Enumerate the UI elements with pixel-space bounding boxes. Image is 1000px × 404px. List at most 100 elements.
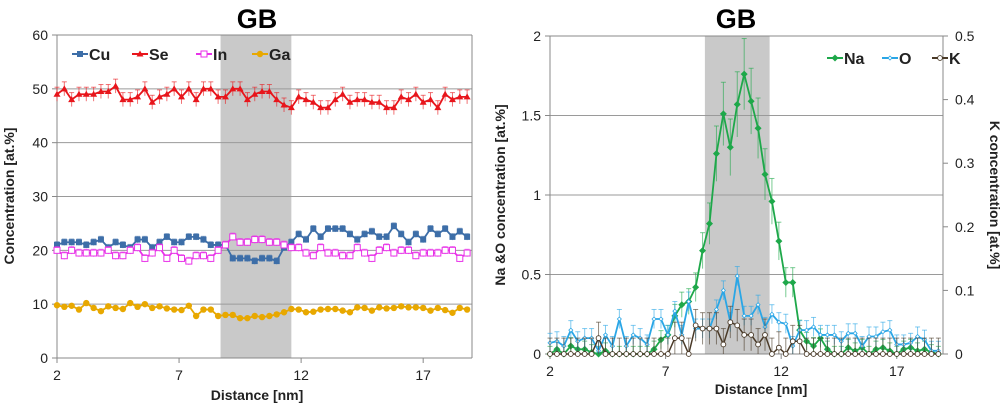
data-point — [554, 351, 560, 357]
data-point — [273, 238, 281, 246]
data-point — [149, 304, 156, 312]
data-point — [258, 313, 266, 321]
data-point — [893, 351, 900, 357]
data-point — [309, 252, 317, 260]
data-point — [97, 307, 105, 315]
data-point — [104, 246, 112, 254]
data-point — [200, 306, 207, 313]
data-point — [156, 244, 164, 252]
data-point — [775, 237, 783, 245]
data-point — [53, 246, 61, 254]
legend: Na O K — [827, 51, 961, 68]
data-point — [251, 312, 258, 320]
data-point — [741, 313, 747, 319]
data-point — [368, 254, 376, 262]
data-point — [112, 252, 120, 260]
data-point — [368, 228, 375, 235]
legend-label: O — [899, 51, 911, 68]
data-point — [748, 313, 754, 319]
data-point — [339, 90, 347, 97]
data-point — [602, 332, 609, 338]
data-point — [141, 85, 149, 92]
data-point — [692, 283, 700, 291]
data-point — [665, 351, 671, 357]
data-point — [804, 327, 810, 333]
data-point — [310, 308, 317, 315]
y-tick-label: 0 — [40, 350, 48, 366]
data-point — [324, 225, 331, 232]
data-point — [678, 301, 686, 309]
data-point — [302, 249, 310, 257]
data-point — [644, 351, 650, 357]
data-point — [170, 306, 178, 313]
data-point — [199, 85, 207, 92]
data-point — [244, 255, 251, 262]
legend-label: Na — [844, 51, 865, 68]
data-point — [156, 239, 163, 246]
data-point — [287, 104, 295, 111]
data-point — [68, 246, 76, 254]
data-point — [178, 306, 185, 314]
data-point — [672, 308, 678, 314]
data-point — [302, 96, 310, 103]
data-point — [97, 249, 105, 257]
data-point — [229, 255, 236, 262]
x-tick-label: 17 — [889, 363, 905, 379]
data-point — [354, 236, 361, 243]
data-point — [651, 351, 657, 357]
data-point — [651, 316, 657, 322]
data-point — [185, 85, 193, 92]
data-point — [726, 143, 734, 151]
left-chart-title: GB — [237, 4, 278, 34]
x-tick-label: 12 — [773, 363, 789, 379]
data-point — [126, 246, 134, 254]
data-point — [346, 231, 353, 238]
data-point — [561, 351, 567, 357]
data-point — [90, 239, 97, 246]
series-se — [53, 78, 471, 115]
data-point — [310, 225, 317, 232]
data-point — [449, 233, 456, 240]
data-point — [412, 252, 420, 260]
data-point — [665, 332, 671, 338]
y2-tick-label: 0.4 — [955, 92, 975, 108]
y-tick-label: 50 — [32, 81, 48, 97]
data-point — [244, 314, 251, 322]
left-y-axis-label: Concentration [at.%] — [1, 128, 17, 265]
data-point — [75, 249, 83, 257]
data-point — [361, 304, 368, 312]
data-point — [200, 236, 207, 243]
data-point — [678, 335, 685, 341]
data-point — [859, 351, 865, 357]
data-point — [251, 258, 258, 265]
data-point — [824, 351, 831, 357]
data-point — [419, 98, 427, 105]
y-tick-label: 1.5 — [522, 108, 542, 124]
data-point — [734, 322, 741, 329]
data-point — [719, 110, 727, 118]
data-point — [852, 351, 859, 357]
data-point — [397, 93, 405, 100]
data-point — [782, 351, 789, 357]
data-point — [163, 233, 170, 240]
data-point — [68, 96, 76, 103]
y-tick-label: 30 — [32, 189, 48, 205]
data-point — [324, 104, 332, 111]
data-point — [692, 322, 699, 329]
data-point — [229, 311, 236, 319]
data-point — [317, 306, 324, 313]
data-point — [761, 170, 769, 178]
data-point — [83, 299, 90, 307]
data-point — [803, 351, 810, 357]
data-point — [368, 307, 376, 314]
data-point — [119, 96, 127, 103]
data-point — [90, 304, 97, 312]
data-point — [259, 255, 266, 262]
data-point — [368, 98, 376, 105]
legend: Cu Se In Ga — [72, 47, 290, 64]
data-point — [383, 104, 391, 111]
legend-marker — [887, 55, 893, 61]
data-point — [134, 244, 142, 252]
data-point — [61, 239, 68, 246]
